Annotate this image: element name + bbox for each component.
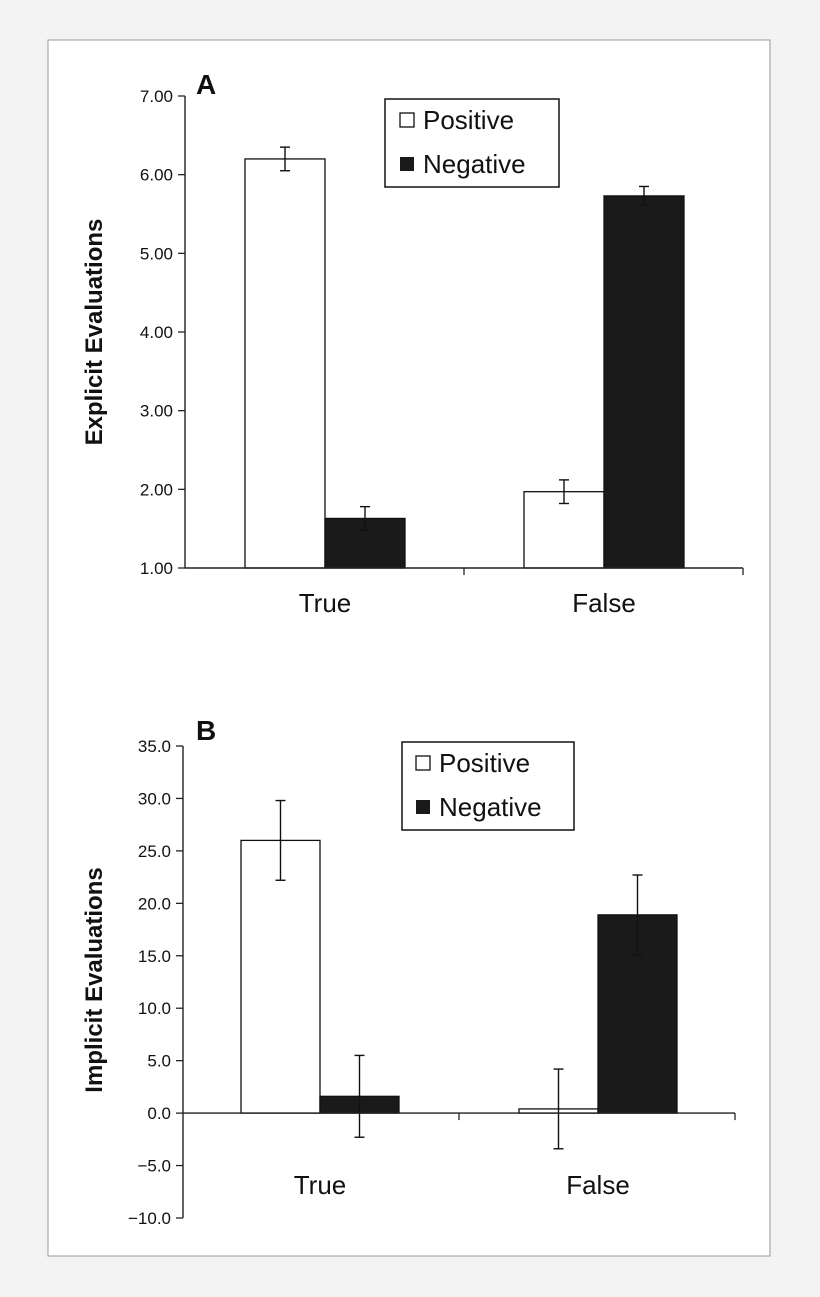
bar-positive-true: [240, 839, 321, 1114]
y-tick-label: 15.0: [138, 947, 171, 966]
panel-label-b: B: [196, 715, 216, 746]
y-tick-label: 2.00: [140, 480, 173, 499]
categories-b: True False: [294, 1170, 630, 1200]
y-tick-label: 35.0: [138, 737, 171, 756]
y-tick-label: 25.0: [138, 842, 171, 861]
legend-label-positive-a: Positive: [423, 105, 514, 135]
panel-a-chart: A Explicit Evaluations 1.00 2.00 3.00 4.00 5…: [81, 69, 744, 618]
axes-a: [184, 96, 744, 575]
legend-box-b: [401, 741, 575, 831]
categories-a: True False: [299, 588, 636, 618]
y-tick-label: 0.0: [147, 1104, 171, 1123]
y-tick-label: 7.00: [140, 87, 173, 106]
legend-swatch-negative-b: [416, 800, 430, 814]
axes-b: [182, 746, 736, 1218]
bar-positive-true: [244, 158, 326, 569]
y-ticks-a: 1.00 2.00 3.00 4.00 5.00 6.00 7.00: [140, 87, 185, 578]
y-tick-label: 1.00: [140, 559, 173, 578]
y-tick-label: 3.00: [140, 402, 173, 421]
bars-a: [244, 146, 685, 569]
y-tick-label: 10.0: [138, 999, 171, 1018]
y-axis-label-a: Explicit Evaluations: [81, 219, 108, 446]
legend-swatch-negative-a: [400, 157, 414, 171]
y-tick-label: −10.0: [128, 1209, 171, 1228]
legend-label-negative-b: Negative: [439, 792, 542, 822]
y-tick-label: 30.0: [138, 789, 171, 808]
y-tick-label: −5.0: [137, 1157, 171, 1176]
legend-b: Positive Negative: [401, 741, 575, 831]
category-label-true: True: [299, 588, 352, 618]
bars-b: [240, 799, 678, 1150]
category-label-true: True: [294, 1170, 347, 1200]
panel-label-a: A: [196, 69, 216, 100]
y-ticks-b: −10.0 −5.0 0.0 5.0 10.0 15.0 20.0 25.0 30.0 35.0: [128, 737, 183, 1228]
panel-b-chart: B Implicit Evaluations −10.0 −5.0 0.0 5.0 10…: [81, 715, 736, 1228]
legend-label-positive-b: Positive: [439, 748, 530, 778]
legend-swatch-positive-a: [399, 112, 415, 128]
category-label-false: False: [566, 1170, 630, 1200]
bar-negative-false: [603, 195, 685, 569]
legend-label-negative-a: Negative: [423, 149, 526, 179]
y-tick-label: 5.00: [140, 244, 173, 263]
y-tick-label: 20.0: [138, 894, 171, 913]
y-tick-label: 5.0: [147, 1052, 171, 1071]
y-tick-label: 4.00: [140, 323, 173, 342]
category-label-false: False: [572, 588, 636, 618]
y-tick-label: 6.00: [140, 166, 173, 185]
legend-swatch-positive-b: [415, 755, 431, 771]
y-axis-label-b: Implicit Evaluations: [81, 867, 108, 1092]
legend-a: Positive Negative: [384, 98, 560, 188]
